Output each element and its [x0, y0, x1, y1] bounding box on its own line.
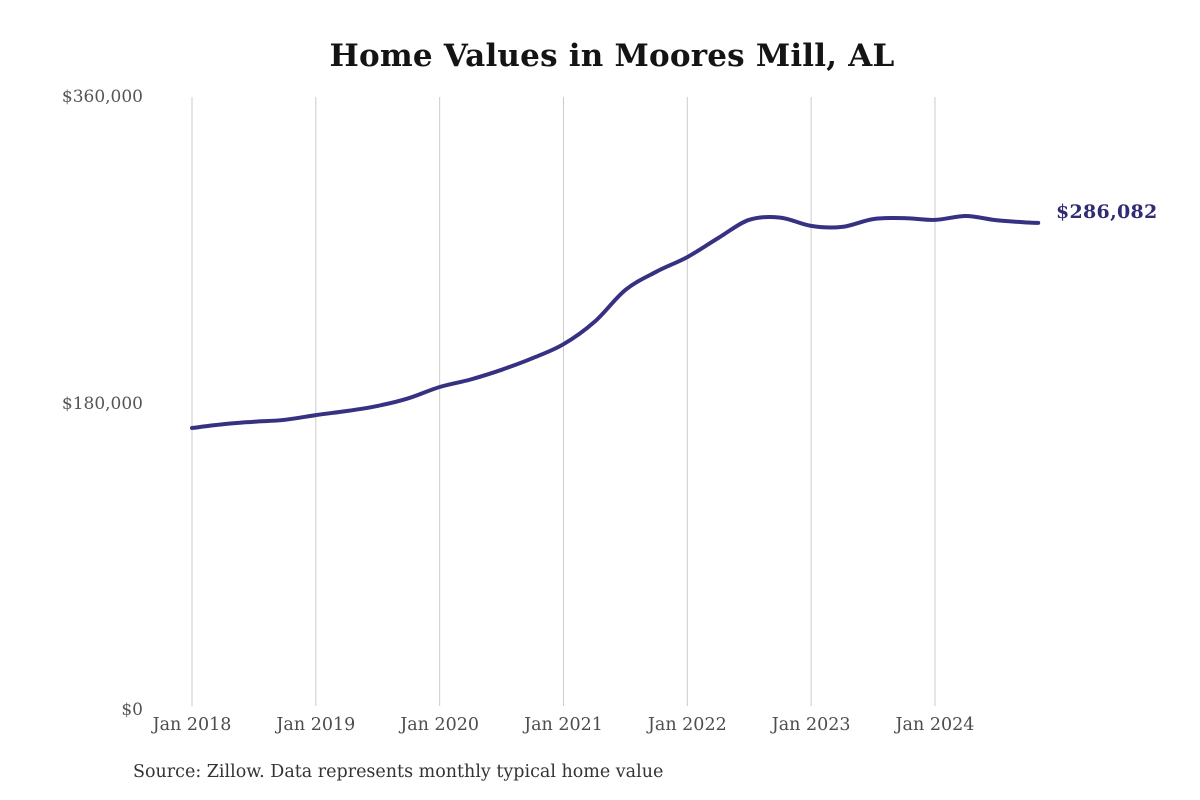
x-tick-label: Jan 2023	[771, 715, 851, 735]
x-tick-label: Jan 2020	[400, 715, 480, 735]
x-tick-label: Jan 2018	[152, 715, 232, 735]
y-tick-label: $0	[121, 700, 143, 720]
home-value-line	[190, 214, 1041, 430]
y-tick-label: $180,000	[61, 393, 143, 414]
x-tick-label: Jan 2021	[524, 715, 603, 735]
x-tick-label: Jan 2022	[647, 715, 727, 735]
chart-title: Home Values in Moores Mill, AL	[329, 38, 895, 74]
x-tick-label: Jan 2024	[895, 715, 975, 735]
y-tick-label: $360,000	[61, 87, 143, 107]
latest-value-label: $286,082	[1056, 201, 1158, 223]
source-note: Source: Zillow. Data represents monthly …	[133, 762, 664, 782]
x-tick-label: Jan 2019	[276, 715, 356, 735]
